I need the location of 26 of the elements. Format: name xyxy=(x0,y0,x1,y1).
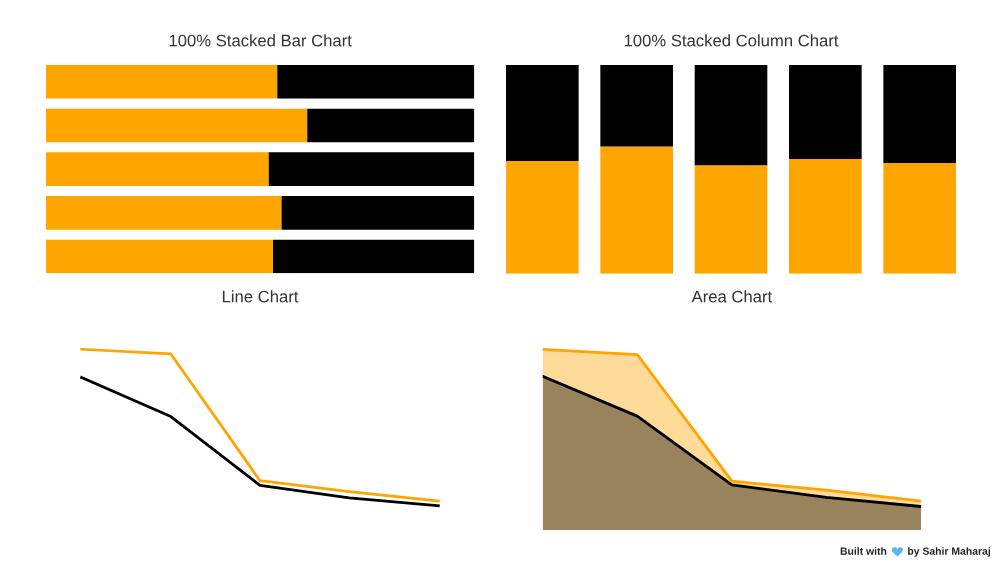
text: Built with xyxy=(840,547,887,555)
bar xyxy=(789,158,862,274)
chart-title: 100% Stacked Bar Chart xyxy=(169,34,352,47)
bar xyxy=(268,152,475,186)
chart-title: 100% Stacked Column Chart xyxy=(624,34,839,47)
bar xyxy=(600,65,673,147)
bar xyxy=(46,65,278,99)
bar xyxy=(307,108,475,143)
chart-title: Area Chart xyxy=(691,290,773,303)
bar xyxy=(277,65,475,99)
bar xyxy=(600,146,673,274)
bar xyxy=(273,239,475,274)
bar xyxy=(694,65,768,166)
bar xyxy=(506,161,579,274)
bar xyxy=(883,163,956,274)
bar xyxy=(789,65,862,159)
bar xyxy=(281,196,475,230)
bar xyxy=(883,65,956,164)
bar xyxy=(694,165,768,274)
chart-title: Line Chart xyxy=(222,290,299,303)
bar xyxy=(46,108,308,143)
text: by Sahir Maharaj xyxy=(908,547,991,557)
bar xyxy=(46,239,273,274)
bar xyxy=(46,196,282,230)
bar xyxy=(46,152,269,186)
bar xyxy=(506,65,579,161)
